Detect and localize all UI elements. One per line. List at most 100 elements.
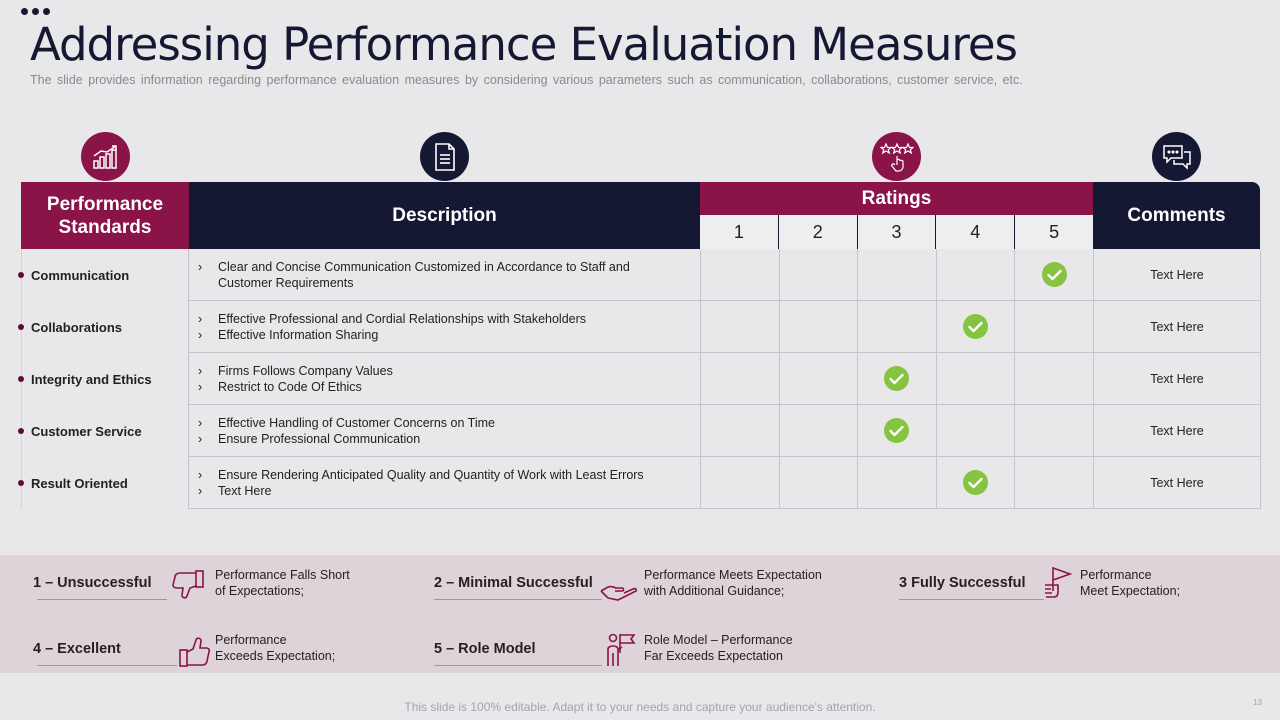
chevron-bullet-icon: › [198,432,203,446]
rating-legend: 1 – Unsuccessful Performance Falls Short… [0,555,1280,673]
rating-cell [701,249,780,300]
rating-cell [1015,301,1094,352]
chevron-bullet-icon: › [198,484,203,498]
rating-cell [780,405,859,456]
legend-desc: with Additional Guidance; [644,584,785,598]
comment-cell: Text Here [1094,301,1261,352]
rating-cell [858,405,937,456]
description-text: Restrict to Code Of Ethics [218,380,362,394]
legend-desc: Exceeds Expectation; [215,649,336,663]
description-text: Clear and Concise Communication Customiz… [218,260,630,274]
description-text: Customer Requirements [218,276,354,290]
standard-label: Customer Service [18,405,188,457]
chevron-bullet-icon: › [198,328,203,342]
rating-cell [701,353,780,404]
description-text: Effective Professional and Cordial Relat… [218,312,587,326]
leader-flag-icon [607,633,636,666]
description-text: Ensure Professional Communication [218,432,421,446]
chevron-bullet-icon: › [198,364,203,378]
legend-name: 1 – Unsuccessful [33,575,152,591]
description-text: Firms Follows Company Values [218,364,393,378]
rating-cell [1015,457,1094,508]
legend-name: 2 – Minimal Successful [434,575,593,591]
table-row: › Ensure Rendering Anticipated Quality an… [189,457,1261,509]
legend-name: 5 – Role Model [434,641,536,657]
thumbs-down-icon [172,570,204,599]
rating-level: 3 [857,215,936,249]
rating-cell [858,353,937,404]
description-text: Ensure Rendering Anticipated Quality and… [218,468,644,482]
rating-cell [858,457,937,508]
chevron-bullet-icon: › [198,468,203,482]
rating-cell [1015,405,1094,456]
rating-levels: 1 2 3 4 5 [700,215,1093,249]
description-cell: › Effective Professional and Cordial Rela… [189,301,701,352]
header-comments: Comments [1093,182,1260,249]
standard-label: Collaborations [18,301,188,353]
table-row: › Clear and Concise Communication Customi… [189,249,1261,301]
decorative-dots [21,8,50,15]
star-rating-icon [872,132,921,187]
legend-desc: Performance Falls Short [215,568,350,582]
thumbs-up-icon [179,637,211,667]
rating-level: 4 [936,215,1015,249]
legend-desc: of Expectations; [215,584,304,598]
document-icon [420,132,469,187]
comment-cell: Text Here [1094,249,1261,300]
chat-bubbles-icon [1152,132,1201,187]
page-subtitle: The slide provides information regarding… [30,73,1023,87]
rating-level: 2 [778,215,857,249]
legend-name: 4 – Excellent [33,641,121,657]
rating-cell [858,301,937,352]
check-icon [884,418,910,443]
standard-label: Result Oriented [18,457,188,509]
page-title: Addressing Performance Evaluation Measur… [30,18,1018,71]
chevron-bullet-icon: › [198,260,203,274]
rating-cell [858,249,937,300]
table-row: › Effective Handling of Customer Concerns… [189,405,1261,457]
description-text: Effective Information Sharing [218,328,379,342]
helping-hand-icon [600,585,638,601]
check-icon [963,470,989,495]
rating-cell [1015,353,1094,404]
comment-cell: Text Here [1094,457,1261,508]
legend-desc: Performance Meets Expectation [644,568,822,582]
standard-label: Integrity and Ethics [18,353,188,405]
check-icon [963,314,989,339]
description-text: Effective Handling of Customer Concerns … [218,416,495,430]
evaluation-table: › Clear and Concise Communication Customi… [188,249,1261,509]
legend-desc: Far Exceeds Expectation [644,649,783,663]
description-cell: › Effective Handling of Customer Concerns… [189,405,701,456]
comment-cell: Text Here [1094,353,1261,404]
rating-cell [701,405,780,456]
page-number: 13 [1253,698,1262,707]
header-performance-standards: Performance Standards [21,182,189,249]
header-ratings: Ratings [700,182,1093,215]
rating-cell [780,249,859,300]
chevron-bullet-icon [198,275,218,291]
rating-cell [937,457,1016,508]
chevron-bullet-icon: › [198,416,203,430]
description-cell: › Clear and Concise Communication Customi… [189,249,701,300]
rating-cell [701,301,780,352]
check-icon [884,366,910,391]
rating-cell [780,301,859,352]
growth-chart-icon [81,132,130,187]
description-cell: › Ensure Rendering Anticipated Quality an… [189,457,701,508]
table-row: › Firms Follows Company Values › Restrict t… [189,353,1261,405]
header-description: Description [189,182,700,249]
rating-cell [780,457,859,508]
comment-cell: Text Here [1094,405,1261,456]
legend-desc: Role Model – Performance [644,633,793,647]
check-icon [1041,262,1067,287]
flag-hand-icon [1045,567,1073,598]
rating-cell [937,405,1016,456]
rating-cell [937,301,1016,352]
legend-desc: Meet Expectation; [1080,584,1181,598]
chevron-bullet-icon: › [198,312,203,326]
legend-name: 3 Fully Successful [899,575,1026,591]
chevron-bullet-icon: › [198,380,203,394]
description-text: Text Here [218,484,272,498]
description-cell: › Firms Follows Company Values › Restrict t… [189,353,701,404]
table-row: › Effective Professional and Cordial Rela… [189,301,1261,353]
